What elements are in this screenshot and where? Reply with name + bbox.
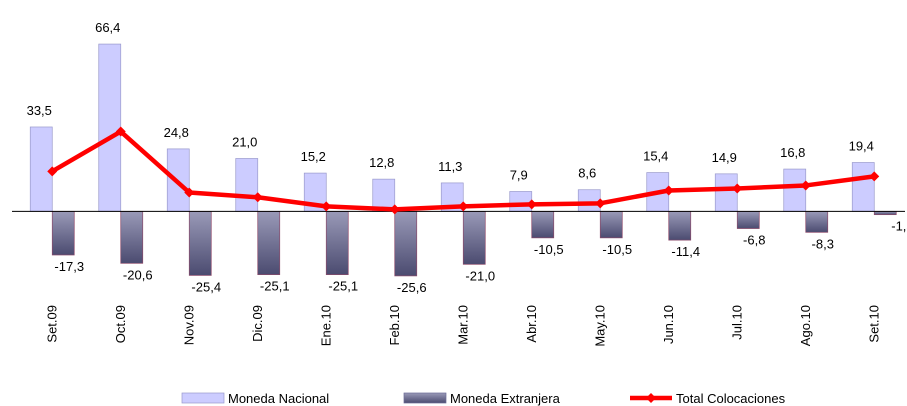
line-marker [389, 204, 400, 215]
x-tick-label: Mar.10 [455, 305, 470, 345]
x-tick-label: Feb.10 [387, 305, 402, 345]
bar [51, 211, 75, 256]
legend-label: Moneda Extranjera [450, 391, 561, 406]
value-label: 24,8 [164, 125, 189, 140]
bar [531, 211, 555, 239]
line-marker [47, 166, 58, 177]
bar [577, 189, 601, 212]
value-label: 33,5 [27, 103, 52, 118]
value-label: -17,3 [54, 259, 84, 274]
legend-marker [646, 393, 656, 403]
line-marker [321, 201, 332, 212]
value-label: 21,0 [232, 134, 257, 149]
value-label: -25,1 [260, 279, 290, 294]
x-tick-label: Abr.10 [524, 305, 539, 343]
bar [235, 158, 259, 212]
bar [462, 211, 486, 265]
line-marker [526, 199, 537, 210]
line-marker [252, 192, 263, 203]
x-tick-label: May.10 [592, 305, 607, 347]
x-tick-label: Ene.10 [318, 305, 333, 346]
line-marker [184, 187, 195, 198]
x-tick-label: Nov.09 [181, 305, 196, 345]
line-marker [732, 183, 743, 194]
bar [98, 43, 122, 212]
bar [29, 126, 53, 212]
bar [509, 191, 533, 212]
value-label: 16,8 [780, 145, 805, 160]
value-label: 15,2 [301, 149, 326, 164]
bar [188, 211, 212, 276]
bar [257, 211, 281, 276]
x-tick-label: Oct.09 [113, 305, 128, 343]
line-marker [115, 126, 126, 137]
bar [668, 211, 692, 241]
legend-label: Total Colocaciones [676, 391, 786, 406]
value-label: 14,9 [712, 150, 737, 165]
bar [394, 211, 418, 277]
value-label: 15,4 [643, 149, 668, 164]
value-label: -25,6 [397, 280, 427, 295]
bar [325, 211, 349, 276]
value-label: 12,8 [369, 155, 394, 170]
x-tick-label: Set.09 [44, 305, 59, 343]
line-marker [458, 201, 469, 212]
bar [736, 211, 760, 229]
value-label: 7,9 [510, 167, 528, 182]
value-label: -20,6 [123, 267, 153, 282]
value-label: -1,3 [891, 219, 907, 234]
legend-label: Moneda Nacional [228, 391, 329, 406]
bar [714, 173, 738, 212]
legend-swatch [181, 392, 225, 404]
value-label: -21,0 [465, 268, 495, 283]
x-tick-label: Dic.09 [250, 305, 265, 342]
line-marker [869, 171, 880, 182]
bar [783, 168, 807, 212]
bar [599, 211, 623, 239]
legend-swatch [403, 392, 447, 404]
x-tick-label: Jul.10 [729, 305, 744, 340]
value-label: -25,4 [191, 279, 221, 294]
bar [851, 162, 875, 212]
value-label: -10,5 [602, 242, 632, 257]
value-label: -25,1 [328, 279, 358, 294]
value-label: 19,4 [849, 139, 874, 154]
bar [120, 211, 144, 264]
x-tick-label: Jun.10 [661, 305, 676, 344]
value-label: -10,5 [534, 242, 564, 257]
bar [805, 211, 829, 233]
line-marker [595, 198, 606, 209]
line-marker [800, 180, 811, 191]
value-label: 66,4 [95, 20, 120, 35]
value-label: 8,6 [578, 166, 596, 181]
value-label: -6,8 [743, 233, 765, 248]
x-tick-label: Set.10 [866, 305, 881, 343]
value-label: -8,3 [812, 236, 834, 251]
x-tick-label: Ago.10 [798, 305, 813, 346]
line-marker [663, 185, 674, 196]
value-label: -11,4 [671, 244, 700, 259]
value-label: 11,3 [438, 159, 462, 174]
